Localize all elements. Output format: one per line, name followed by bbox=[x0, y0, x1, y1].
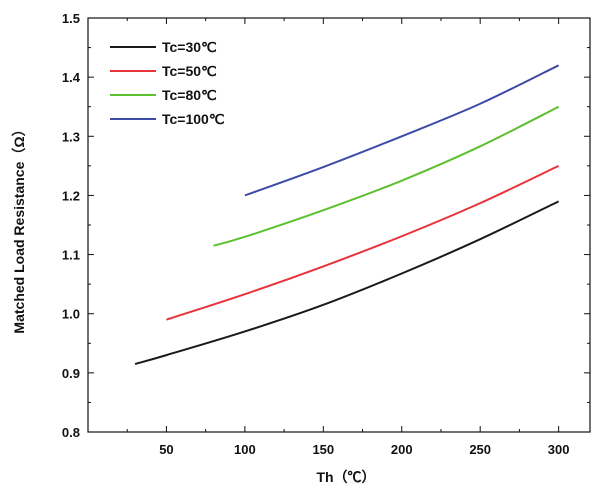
y-tick-label: 1.0 bbox=[62, 307, 80, 322]
x-tick-label: 300 bbox=[548, 442, 570, 457]
x-axis-title: Th（℃） bbox=[316, 469, 375, 485]
y-tick-label: 1.1 bbox=[62, 248, 80, 263]
series-line-2 bbox=[166, 164, 560, 321]
y-tick-label: 0.9 bbox=[62, 366, 80, 381]
y-tick-label: 1.4 bbox=[62, 70, 81, 85]
legend-label-3: Tc=80℃ bbox=[162, 87, 217, 103]
y-tick-label: 1.2 bbox=[62, 188, 80, 203]
legend-label-1: Tc=30℃ bbox=[162, 39, 217, 55]
series-line-4 bbox=[244, 64, 560, 197]
x-tick-label: 50 bbox=[159, 442, 173, 457]
y-tick-label: 1.3 bbox=[62, 129, 80, 144]
legend-label-2: Tc=50℃ bbox=[162, 63, 217, 79]
series-line-3 bbox=[213, 105, 560, 247]
series-line-1 bbox=[134, 200, 560, 365]
y-tick-label: 0.8 bbox=[62, 425, 80, 440]
y-tick-label: 1.5 bbox=[62, 11, 80, 26]
x-tick-label: 100 bbox=[234, 442, 256, 457]
plot-border bbox=[87, 17, 591, 433]
legend: Tc=30℃ Tc=50℃ Tc=80℃ Tc=100℃ bbox=[110, 39, 225, 127]
legend-label-4: Tc=100℃ bbox=[162, 111, 225, 127]
x-tick-label: 250 bbox=[469, 442, 491, 457]
x-tick-label: 200 bbox=[391, 442, 413, 457]
plot-frame bbox=[87, 17, 591, 433]
y-axis-title: Matched Load Resistance（Ω） bbox=[11, 122, 27, 333]
x-tick-label: 150 bbox=[312, 442, 334, 457]
axis-ticks: 50 100 150 200 250 300 0.8 0.9 1.0 1.1 1.2 1.3 1.4 1.… bbox=[62, 11, 590, 457]
series-layer bbox=[134, 64, 560, 365]
